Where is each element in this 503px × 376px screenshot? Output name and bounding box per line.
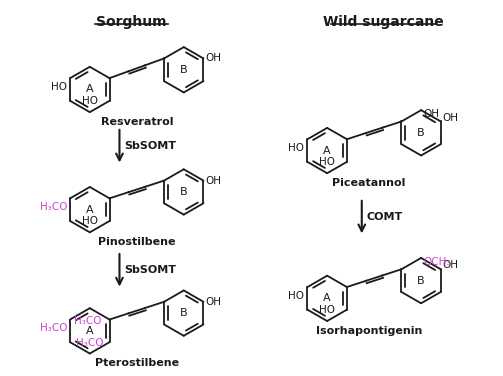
Text: OH: OH (443, 260, 459, 270)
Text: OH: OH (205, 176, 221, 186)
Text: OH: OH (423, 109, 439, 119)
Text: B: B (417, 128, 425, 138)
Text: B: B (180, 308, 188, 318)
Text: Piceatannol: Piceatannol (332, 178, 406, 188)
Text: H₃CO: H₃CO (40, 202, 67, 212)
Text: A: A (86, 326, 94, 336)
Text: A: A (86, 85, 94, 94)
Text: A: A (86, 205, 94, 215)
Text: A: A (323, 293, 331, 303)
Text: Sorghum: Sorghum (96, 15, 166, 29)
Text: HO: HO (289, 291, 304, 301)
Text: HO: HO (289, 143, 304, 153)
Text: Isorhapontigenin: Isorhapontigenin (316, 326, 423, 336)
Text: OCH₃: OCH₃ (423, 257, 451, 267)
Text: H₃CO: H₃CO (76, 338, 104, 347)
Text: SbSOMT: SbSOMT (124, 265, 177, 275)
Text: A: A (323, 146, 331, 156)
Text: Pterostilbene: Pterostilbene (95, 358, 179, 368)
Text: HO: HO (319, 157, 335, 167)
Text: HO: HO (51, 82, 67, 92)
Text: COMT: COMT (367, 212, 403, 222)
Text: H₃CO: H₃CO (40, 323, 67, 334)
Text: Wild sugarcane: Wild sugarcane (323, 15, 444, 29)
Text: B: B (417, 276, 425, 286)
Text: B: B (180, 65, 188, 75)
Text: HO: HO (82, 217, 98, 226)
Text: Pinostilbene: Pinostilbene (98, 237, 176, 247)
Text: SbSOMT: SbSOMT (124, 141, 177, 151)
Text: HO: HO (82, 96, 98, 106)
Text: Resveratrol: Resveratrol (101, 117, 173, 127)
Text: OH: OH (443, 112, 459, 123)
Text: B: B (180, 187, 188, 197)
Text: OH: OH (205, 297, 221, 307)
Text: OH: OH (205, 53, 221, 64)
Text: HO: HO (319, 305, 335, 315)
Text: H₃CO: H₃CO (74, 316, 102, 326)
